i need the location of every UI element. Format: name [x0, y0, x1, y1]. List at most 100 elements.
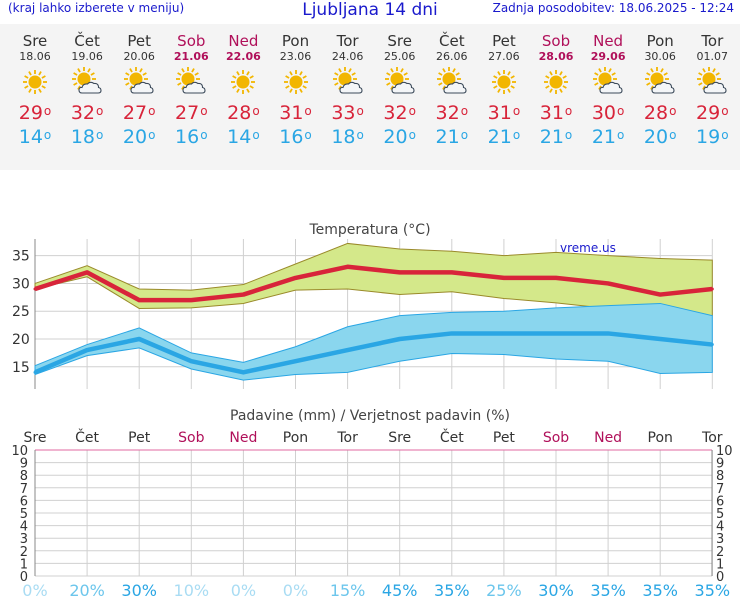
degree-symbol: o [669, 128, 677, 142]
x-category-label: Tor [701, 430, 723, 446]
min-temperature-line-point [294, 359, 297, 363]
day-name: Pet [492, 32, 516, 50]
min-temperature-line-point [33, 370, 37, 374]
forecast-day: Ned 29.06 30o 21o [582, 24, 634, 149]
day-date: 29.06 [590, 50, 626, 63]
max-temperature: 28o [634, 101, 686, 125]
x-category-label: Pon [648, 430, 673, 446]
min-temperature-line-point [450, 331, 454, 335]
min-temperature-line-point [189, 359, 193, 363]
sun-cloud-icon [686, 63, 738, 101]
precip-probability-label: 35% [590, 581, 626, 600]
min-temperature-value: 21 [591, 126, 617, 148]
y-tick-label: 30 [12, 276, 30, 292]
max-temperature-value: 30 [591, 102, 617, 124]
min-temperature-value: 20 [383, 126, 408, 148]
min-temperature-value: 19 [696, 126, 721, 148]
x-category-label: Tor [336, 430, 358, 446]
degree-symbol: o [721, 104, 729, 118]
max-temperature-value: 29 [18, 102, 43, 124]
min-temperature: 18o [61, 125, 113, 149]
degree-symbol: o [43, 128, 52, 142]
page-title: Ljubljana 14 dni [302, 0, 438, 20]
forecast-day: Čet 26.06 32o 21o [426, 24, 478, 149]
y-tick-label: 20 [12, 332, 30, 348]
max-temperature: 31o [530, 101, 582, 125]
y-tick-label-left: 3 [20, 532, 28, 547]
degree-symbol: o [408, 128, 416, 142]
day-date: 28.06 [538, 50, 574, 63]
day-date: 18.06 [19, 50, 51, 63]
max-temperature: 32o [61, 101, 113, 125]
max-temperature: 31o [270, 101, 322, 125]
day-name: Sre [387, 32, 412, 50]
degree-symbol: o [408, 104, 416, 118]
min-temperature: 21o [582, 125, 634, 149]
day-date: 19.06 [71, 50, 103, 63]
day-name: Čet [74, 32, 100, 50]
degree-symbol: o [564, 104, 573, 118]
day-name: Pon [281, 32, 310, 50]
max-temperature-line-point [346, 265, 350, 269]
forecast-day: Čet 19.06 32o 18o [61, 24, 113, 149]
x-category-label: Sre [388, 430, 411, 446]
forecast-day: Sob 21.06 27o 16o [165, 24, 217, 149]
x-category-label: Sob [178, 430, 204, 446]
max-temperature-line-point [241, 293, 245, 297]
degree-symbol: o [304, 128, 312, 142]
min-temperature: 14o [217, 125, 269, 149]
x-category-label: Pon [283, 430, 308, 446]
max-temperature: 33o [322, 101, 374, 125]
sun-cloud-icon [582, 63, 634, 101]
day-date: 27.06 [488, 50, 520, 63]
min-temperature: 18o [322, 125, 374, 149]
max-temperature-line-point [502, 276, 506, 280]
y-tick-label-left: 1 [20, 557, 28, 572]
daily-forecast-strip: Sre 18.06 29o 14o Čet 19.06 32o 18o Pet 20.06 27o 2… [0, 24, 740, 170]
max-temperature-line-point [294, 276, 297, 280]
sun-icon [217, 63, 269, 101]
degree-symbol: o [96, 128, 104, 142]
y-tick-label-left: 10 [11, 444, 28, 459]
sun-icon [270, 63, 322, 101]
forecast-day: Tor 01.07 29o 19o [686, 24, 738, 149]
day-date: 23.06 [279, 50, 312, 63]
sun-icon [478, 63, 530, 101]
y-tick-label-right: 5 [716, 507, 724, 522]
max-temperature-value: 31 [487, 102, 512, 124]
x-category-label: Sre [24, 430, 47, 446]
day-name: Sob [541, 32, 571, 50]
day-name: Sob [177, 32, 206, 50]
max-temperature-value: 32 [435, 102, 460, 124]
max-temperature-line-point [33, 287, 37, 291]
min-temperature-value: 14 [18, 126, 43, 148]
min-temperature-value: 14 [227, 126, 252, 148]
forecast-day: Pon 23.06 31o 16o [270, 24, 322, 149]
x-category-label: Čet [440, 428, 464, 446]
x-category-label: Pet [128, 430, 151, 446]
y-tick-label-right: 0 [716, 570, 724, 585]
degree-symbol: o [460, 128, 469, 142]
min-temperature-line-point [710, 343, 714, 347]
min-temperature-line-point [606, 331, 610, 335]
min-temperature: 20o [113, 125, 165, 149]
location-hint[interactable]: (kraj lahko izberete v meniju) [8, 1, 185, 15]
min-temperature: 16o [165, 125, 217, 149]
degree-symbol: o [564, 128, 573, 142]
precip-probability-label: 35% [695, 581, 731, 600]
min-temperature-band [34, 302, 713, 381]
max-temperature: 32o [426, 101, 478, 125]
forecast-day: Pet 27.06 31o 21o [478, 24, 530, 149]
max-temperature-line [34, 264, 713, 303]
day-date: 24.06 [331, 50, 364, 63]
sun-cloud-icon [634, 63, 686, 101]
y-tick-label-right: 8 [716, 469, 724, 484]
last-updated: Zadnja posodobitev: 18.06.2025 - 12:24 [492, 1, 734, 15]
min-temperature: 16o [270, 125, 322, 149]
min-temperature-value: 18 [70, 126, 96, 148]
y-tick-label-right: 2 [716, 545, 724, 560]
max-temperature-value: 27 [175, 102, 200, 124]
forecast-day: Pon 30.06 28o 20o [634, 24, 686, 149]
max-temperature-value: 33 [331, 102, 356, 124]
forecast-day: Pet 20.06 27o 20o [113, 24, 165, 149]
